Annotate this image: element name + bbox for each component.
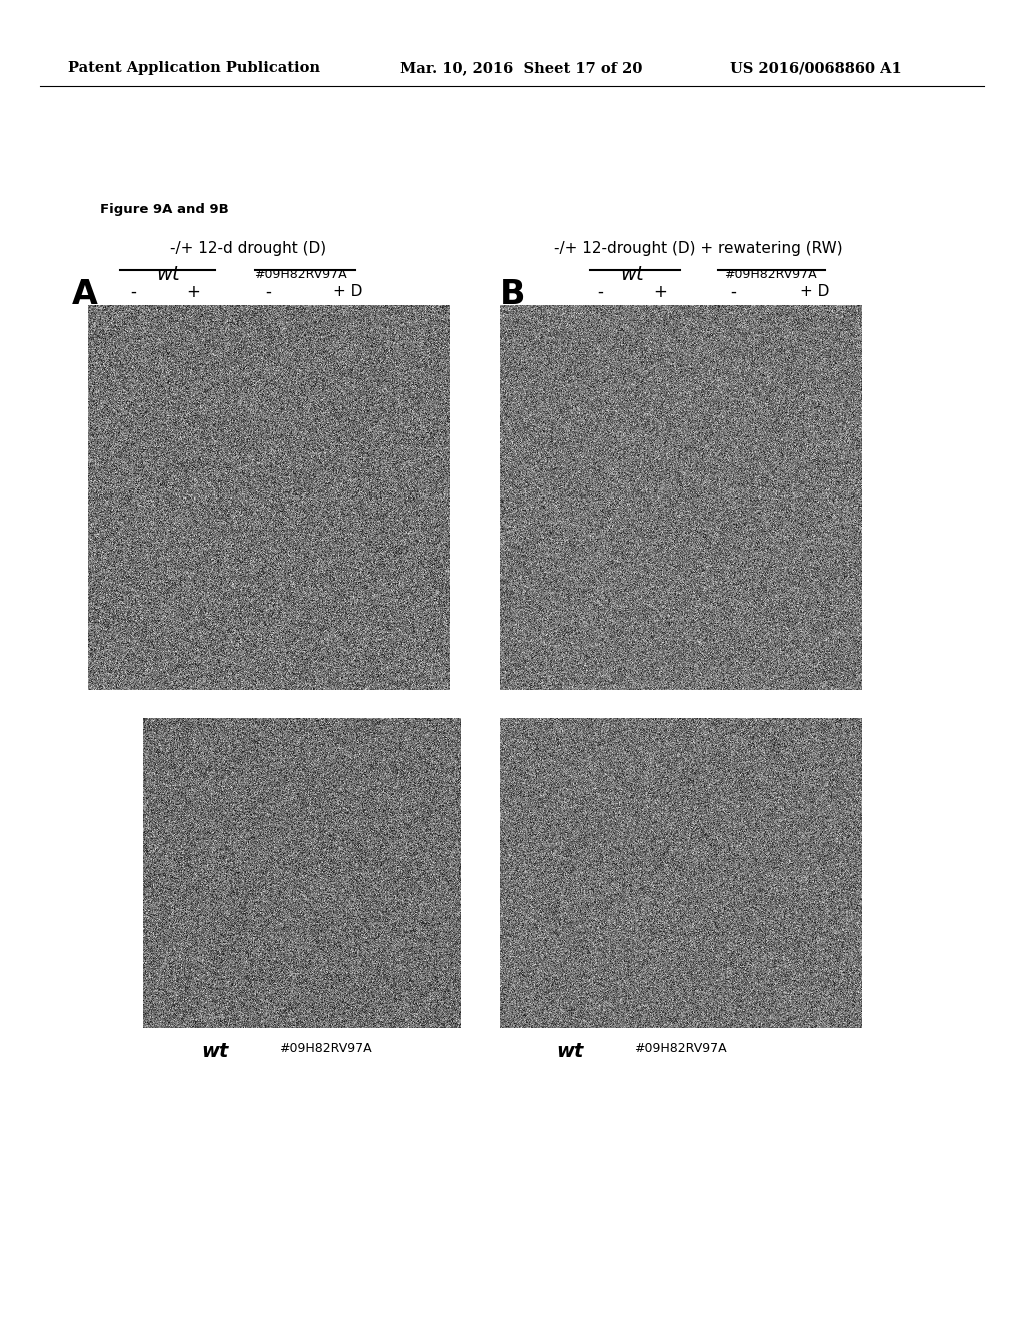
- Text: +: +: [653, 282, 667, 301]
- Text: + D: + D: [334, 285, 362, 300]
- Text: wt: wt: [556, 1041, 584, 1061]
- Text: Mar. 10, 2016  Sheet 17 of 20: Mar. 10, 2016 Sheet 17 of 20: [400, 61, 642, 75]
- Text: -: -: [730, 282, 736, 301]
- Text: +D: +D: [158, 729, 188, 746]
- Text: -/+ 12-d drought (D): -/+ 12-d drought (D): [170, 240, 326, 256]
- Text: + D: + D: [801, 285, 829, 300]
- Text: wt: wt: [621, 264, 644, 284]
- Text: +: +: [186, 282, 200, 301]
- Text: Patent Application Publication: Patent Application Publication: [68, 61, 319, 75]
- Text: Figure 9A and 9B: Figure 9A and 9B: [100, 203, 228, 216]
- Text: A: A: [72, 279, 98, 312]
- Text: +D, +RW: +D, +RW: [515, 729, 607, 746]
- Text: -: -: [597, 282, 603, 301]
- Text: #09H82RV97A: #09H82RV97A: [634, 1041, 726, 1055]
- Text: B: B: [500, 279, 525, 312]
- Text: -: -: [130, 282, 136, 301]
- Text: #09H82RV97A: #09H82RV97A: [724, 268, 816, 281]
- Text: wt: wt: [202, 1041, 228, 1061]
- Text: #09H82RV97A: #09H82RV97A: [254, 268, 346, 281]
- Text: wt: wt: [157, 264, 180, 284]
- Text: US 2016/0068860 A1: US 2016/0068860 A1: [730, 61, 902, 75]
- Text: -/+ 12-drought (D) + rewatering (RW): -/+ 12-drought (D) + rewatering (RW): [554, 240, 843, 256]
- Text: -: -: [265, 282, 271, 301]
- Text: #09H82RV97A: #09H82RV97A: [279, 1041, 372, 1055]
